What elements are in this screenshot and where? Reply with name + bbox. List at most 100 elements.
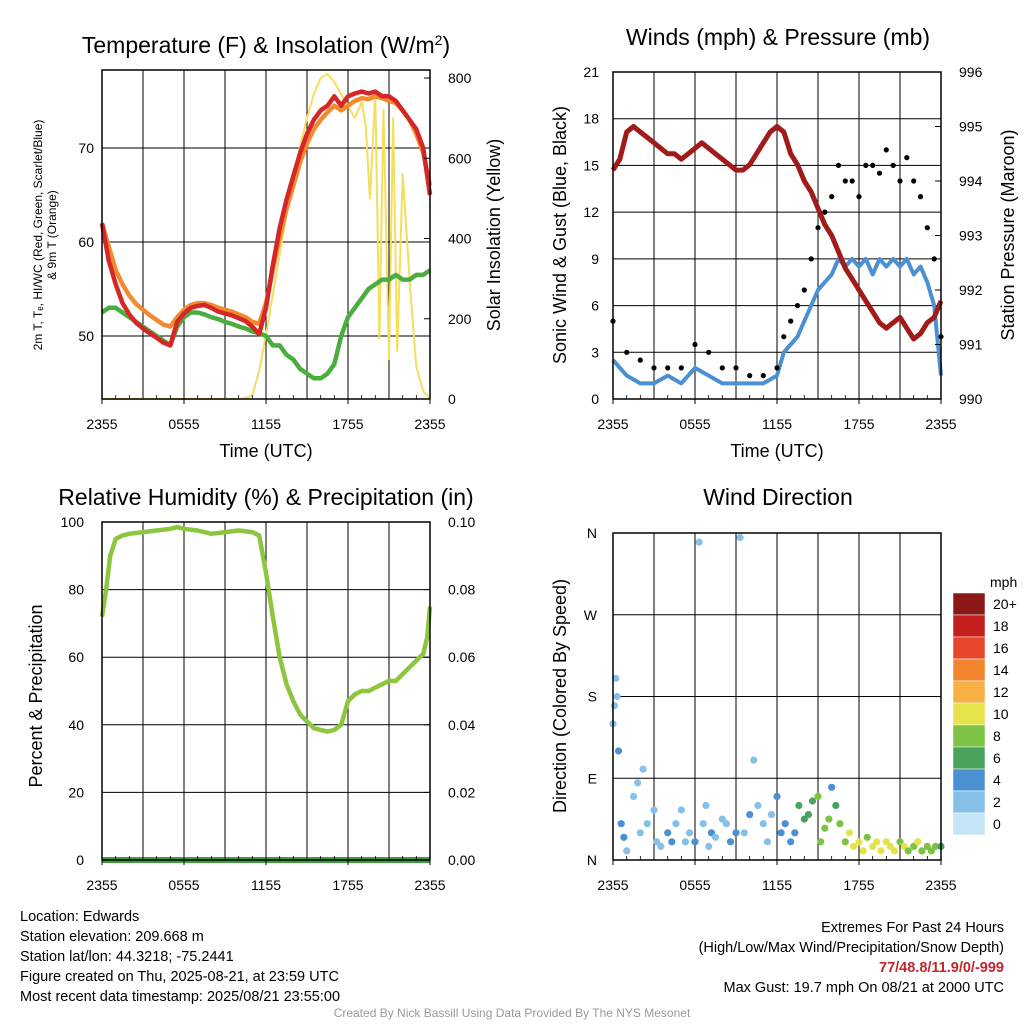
right-tick-label: 992 xyxy=(959,282,983,298)
y-tick-label: N xyxy=(587,525,597,541)
x-tick-label: 2355 xyxy=(925,416,956,432)
y-tick-label: 60 xyxy=(78,234,94,250)
gust-point xyxy=(849,178,855,184)
max-gust: Max Gust: 19.7 mph On 08/21 at 2000 UTC xyxy=(723,980,1004,996)
humidity-y-ticks-right: 0.00 0.02 0.04 0.06 0.08 0.10 xyxy=(424,514,475,868)
legend-swatch xyxy=(952,658,986,682)
temperature-panel: Temperature (F) & Insolation (W/m2) 2355… xyxy=(31,32,504,461)
series-line-2m-t xyxy=(99,89,433,348)
winds-series xyxy=(610,124,944,386)
temperature-x-axis-label: Time (UTC) xyxy=(219,441,312,461)
x-tick-label: 0555 xyxy=(679,416,710,432)
y-tick-label: 6 xyxy=(591,298,599,314)
legend-label: 16 xyxy=(993,640,1009,656)
gust-point xyxy=(665,365,671,371)
station-location: Location: Edwards xyxy=(20,909,140,925)
x-tick-label: 2355 xyxy=(86,416,117,432)
gust-point xyxy=(911,178,917,184)
extremes-values: 77/48.8/11.9/0/-999 xyxy=(879,960,1004,976)
direction-point xyxy=(677,806,685,814)
right-tick-label: 993 xyxy=(959,228,983,244)
gust-point xyxy=(808,256,814,262)
direction-point xyxy=(746,811,754,819)
direction-point xyxy=(691,838,699,846)
figure-created: Figure created on Thu, 2025-08-21, at 23… xyxy=(20,969,339,985)
legend-swatch xyxy=(952,790,986,814)
legend-label: 4 xyxy=(993,772,1001,788)
speed-legend-unit: mph xyxy=(990,574,1017,590)
right-tick-label: 200 xyxy=(448,311,472,327)
temperature-y-ticks: 50 60 70 xyxy=(78,140,94,344)
y-tick-label: 3 xyxy=(591,344,599,360)
direction-point xyxy=(791,829,799,837)
direction-point xyxy=(896,838,904,846)
gust-point xyxy=(822,209,828,215)
gust-point xyxy=(651,365,657,371)
y-tick-label: 60 xyxy=(68,649,84,665)
legend-swatch xyxy=(952,636,986,660)
temperature-y-axis-label-line2: & 9m T (Orange) xyxy=(45,190,59,280)
direction-point xyxy=(859,847,867,855)
gust-point xyxy=(924,225,930,231)
direction-point xyxy=(836,820,844,828)
speed-legend: 20+ 18 16 14 12 10 8 6 4 2 0 xyxy=(952,592,1017,836)
direction-point xyxy=(726,838,735,846)
gust-point xyxy=(733,365,739,371)
gust-point xyxy=(788,318,794,324)
right-tick-label: 800 xyxy=(448,70,472,86)
humidity-y-axis-label: Percent & Precipitation xyxy=(26,604,46,787)
direction-point xyxy=(722,820,731,828)
gust-point xyxy=(904,155,910,161)
x-tick-label: 1755 xyxy=(332,877,363,893)
direction-point xyxy=(814,792,822,801)
y-tick-label: 70 xyxy=(78,140,94,156)
gust-point xyxy=(624,349,630,355)
direction-point xyxy=(623,847,631,855)
direction-point xyxy=(657,842,665,851)
gust-point xyxy=(678,365,684,371)
y-tick-label: 18 xyxy=(583,111,599,127)
direction-point xyxy=(781,820,789,828)
direction-point xyxy=(620,833,628,841)
direction-point xyxy=(787,838,795,846)
gust-point xyxy=(863,162,869,168)
direction-point xyxy=(845,829,854,837)
y-tick-label: 9 xyxy=(591,251,599,267)
gust-point xyxy=(801,287,807,293)
direction-point xyxy=(750,756,758,764)
station-latlon: Station lat/lon: 44.3218; -75.2441 xyxy=(20,949,234,965)
humidity-panel: Relative Humidity (%) & Precipitation (i… xyxy=(26,484,475,893)
gust-point xyxy=(856,194,862,200)
gust-point xyxy=(835,162,842,168)
direction-point xyxy=(614,747,623,755)
y-tick-label: S xyxy=(588,689,597,705)
humidity-title: Relative Humidity (%) & Precipitation (i… xyxy=(58,484,473,510)
legend-swatch xyxy=(952,724,986,748)
direction-y-axis-label: Direction (Colored By Speed) xyxy=(550,579,570,813)
gust-point xyxy=(870,162,876,168)
direction-point xyxy=(821,824,829,832)
direction-point xyxy=(804,811,813,819)
y-tick-label: 20 xyxy=(68,784,84,800)
direction-point xyxy=(914,838,922,846)
winds-title: Winds (mph) & Pressure (mb) xyxy=(626,24,930,50)
x-tick-label: 1755 xyxy=(843,416,874,432)
gust-point xyxy=(883,147,889,153)
winds-y-ticks: 0 3 6 9 12 15 18 21 xyxy=(583,64,599,407)
winds-panel: Winds (mph) & Pressure (mb) 2355 0555 1155… xyxy=(550,24,1018,461)
legend-swatch xyxy=(952,746,986,770)
y-tick-label: 12 xyxy=(583,204,599,220)
direction-point xyxy=(636,829,644,837)
extremes-box: Extremes For Past 24 Hours (High/Low/Max… xyxy=(699,918,1004,998)
gust-point xyxy=(917,194,924,200)
extremes-title: Extremes For Past 24 Hours xyxy=(821,920,1004,936)
x-tick-label: 0555 xyxy=(679,877,710,893)
direction-point xyxy=(702,801,710,810)
legend-label: 0 xyxy=(993,816,1001,832)
gust-point xyxy=(815,225,821,231)
x-tick-label: 0555 xyxy=(168,416,199,432)
direction-x-ticks: 2355 0555 1155 1755 2355 xyxy=(597,856,957,893)
gust-point xyxy=(706,349,712,355)
x-tick-label: 2355 xyxy=(597,416,628,432)
direction-point xyxy=(759,820,767,828)
